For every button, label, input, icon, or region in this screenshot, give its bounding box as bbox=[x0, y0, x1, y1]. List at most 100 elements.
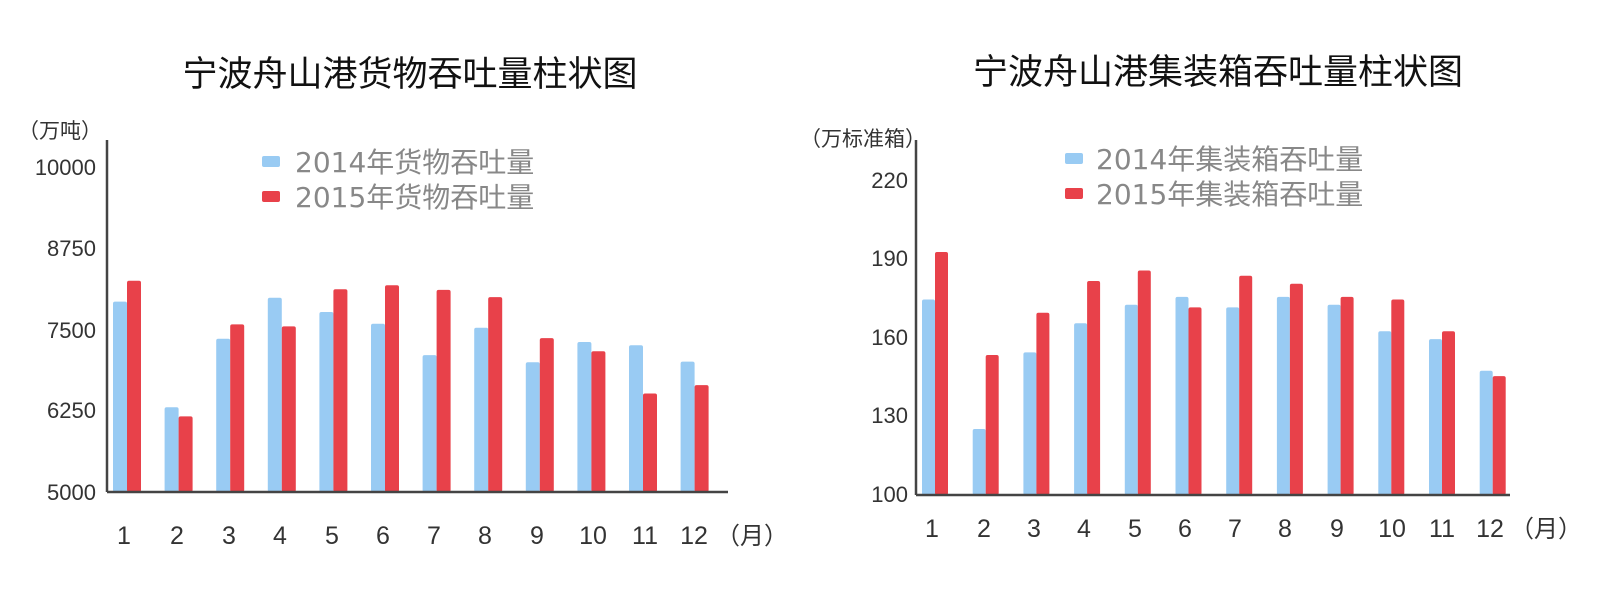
bar-2014-month-10 bbox=[1378, 331, 1392, 495]
x-tick-label: 5 bbox=[1128, 515, 1142, 543]
bar-2014-month-11 bbox=[629, 345, 643, 492]
legend-label-2014: 2014年集装箱吞吐量 bbox=[1096, 143, 1363, 176]
bar-2014-month-7 bbox=[422, 355, 437, 492]
y-tick-label: 160 bbox=[871, 325, 908, 350]
y-tick-label: 6250 bbox=[47, 398, 96, 423]
legend-swatch-2014 bbox=[1065, 153, 1083, 164]
bar-2014-month-1 bbox=[113, 301, 127, 492]
x-tick-label: 8 bbox=[478, 522, 492, 550]
bar-2015-month-4 bbox=[1087, 281, 1101, 495]
legend-swatch-2014 bbox=[262, 156, 280, 167]
bar-2015-month-12 bbox=[1492, 376, 1506, 495]
cargo-throughput-chart: 宁波舟山港货物吞吐量柱状图 （万吨） 2014年货物吞吐量 2015年货物吞吐量… bbox=[18, 55, 788, 550]
container-throughput-chart: 宁波舟山港集装箱吞吐量柱状图 （万标准箱） 2014年集装箱吞吐量 2015年集… bbox=[800, 53, 1582, 543]
chart-title: 宁波舟山港集装箱吞吐量柱状图 bbox=[973, 53, 1463, 93]
bar-2015-month-11 bbox=[1442, 331, 1455, 495]
bar-2014-month-7 bbox=[1226, 307, 1240, 495]
bar-2015-month-5 bbox=[333, 289, 348, 492]
x-tick-label: 1 bbox=[117, 522, 131, 550]
bar-2014-month-4 bbox=[1074, 323, 1088, 495]
y-tick-label: 100 bbox=[871, 482, 908, 507]
x-tick-label: 9 bbox=[1330, 515, 1344, 543]
y-axis-unit: （万标准箱） bbox=[800, 127, 926, 151]
bar-2015-month-2 bbox=[178, 416, 193, 492]
x-tick-label: 2 bbox=[977, 515, 991, 543]
bar-2014-month-9 bbox=[1327, 304, 1341, 495]
bars bbox=[922, 252, 1506, 495]
bar-2014-month-12 bbox=[1479, 370, 1493, 495]
legend-label-2014: 2014年货物吞吐量 bbox=[295, 146, 534, 179]
bar-2015-month-1 bbox=[127, 280, 141, 492]
y-tick-label: 8750 bbox=[47, 236, 96, 261]
bar-2014-month-11 bbox=[1429, 339, 1442, 495]
bar-2015-month-8 bbox=[488, 297, 503, 492]
bar-2014-month-10 bbox=[577, 342, 592, 492]
y-tick-label: 190 bbox=[871, 246, 908, 271]
x-tick-labels: 1 2 3 4 5 6 7 8 9 10 11 12 bbox=[925, 515, 1504, 543]
x-axis-unit: （月） bbox=[716, 522, 788, 550]
bar-2015-month-1 bbox=[935, 252, 948, 495]
x-tick-label: 6 bbox=[1178, 515, 1192, 543]
chart-title: 宁波舟山港货物吞吐量柱状图 bbox=[182, 55, 637, 95]
bar-2014-month-4 bbox=[267, 297, 282, 492]
x-tick-label: 3 bbox=[222, 522, 236, 550]
bar-2015-month-3 bbox=[1036, 312, 1050, 495]
bar-2015-month-7 bbox=[436, 289, 451, 492]
x-tick-label: 1 bbox=[925, 515, 939, 543]
bar-2015-month-12 bbox=[694, 385, 709, 492]
bar-2014-month-6 bbox=[1175, 296, 1189, 495]
bars bbox=[113, 280, 709, 492]
bar-2014-month-3 bbox=[1023, 352, 1037, 495]
bar-2014-month-8 bbox=[474, 327, 489, 492]
x-tick-label: 9 bbox=[530, 522, 544, 550]
bar-2014-month-5 bbox=[1124, 304, 1138, 495]
bar-2015-month-10 bbox=[1391, 299, 1405, 495]
bar-2014-month-6 bbox=[371, 323, 385, 492]
x-tick-labels: 1 2 3 4 5 6 7 8 9 10 11 12 bbox=[117, 522, 708, 550]
bar-2014-month-9 bbox=[525, 362, 540, 492]
legend-swatch-2015 bbox=[1065, 188, 1083, 199]
x-tick-label: 5 bbox=[325, 522, 339, 550]
x-tick-label: 11 bbox=[1429, 515, 1455, 543]
bar-2014-month-2 bbox=[972, 429, 986, 495]
legend-label-2015: 2015年货物吞吐量 bbox=[295, 181, 534, 214]
bar-2014-month-3 bbox=[216, 338, 231, 492]
x-tick-label: 12 bbox=[1476, 515, 1504, 543]
bar-2015-month-11 bbox=[643, 393, 657, 492]
bar-2015-month-4 bbox=[281, 326, 296, 492]
x-tick-label: 10 bbox=[1378, 515, 1406, 543]
x-tick-label: 11 bbox=[632, 522, 658, 550]
y-tick-label: 7500 bbox=[47, 318, 96, 343]
y-tick-label: 220 bbox=[871, 168, 908, 193]
x-tick-label: 10 bbox=[579, 522, 607, 550]
bar-2015-month-7 bbox=[1239, 275, 1253, 495]
x-tick-label: 4 bbox=[273, 522, 287, 550]
legend-swatch-2015 bbox=[262, 191, 280, 202]
bar-2014-month-1 bbox=[922, 299, 935, 495]
x-tick-label: 6 bbox=[376, 522, 390, 550]
bar-2014-month-2 bbox=[164, 407, 179, 492]
x-tick-label: 12 bbox=[680, 522, 708, 550]
x-axis-unit: （月） bbox=[1510, 515, 1582, 543]
y-tick-labels: 220 190 160 130 100 bbox=[871, 168, 908, 507]
y-tick-label: 130 bbox=[871, 403, 908, 428]
y-tick-labels: 10000 8750 7500 6250 5000 bbox=[35, 155, 96, 505]
bar-2014-month-12 bbox=[680, 361, 695, 492]
y-axis-unit: （万吨） bbox=[18, 119, 102, 143]
legend: 2014年集装箱吞吐量 2015年集装箱吞吐量 bbox=[1065, 143, 1363, 211]
bar-2014-month-5 bbox=[319, 312, 334, 492]
bar-2014-month-8 bbox=[1276, 296, 1290, 495]
bar-2015-month-9 bbox=[1340, 296, 1354, 495]
x-tick-label: 2 bbox=[170, 522, 184, 550]
x-tick-label: 7 bbox=[427, 522, 441, 550]
x-tick-label: 8 bbox=[1278, 515, 1292, 543]
y-tick-label: 5000 bbox=[47, 480, 96, 505]
bar-2015-month-5 bbox=[1137, 270, 1151, 495]
x-tick-label: 4 bbox=[1077, 515, 1091, 543]
x-tick-label: 3 bbox=[1027, 515, 1041, 543]
bar-2015-month-10 bbox=[591, 351, 606, 492]
bar-2015-month-2 bbox=[985, 355, 999, 495]
bar-2015-month-6 bbox=[385, 285, 399, 492]
bar-2015-month-9 bbox=[539, 338, 554, 492]
